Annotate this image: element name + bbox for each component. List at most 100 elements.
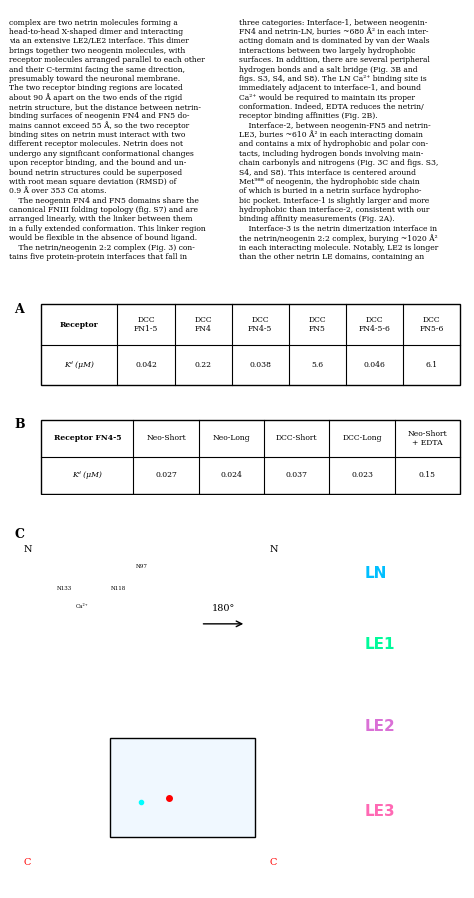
Text: head-to-head X-shaped dimer and interacting: head-to-head X-shaped dimer and interact…	[9, 28, 183, 36]
Text: N133: N133	[56, 585, 72, 591]
Text: chain carbonyls and nitrogens (Fig. 3C and figs. S3,: chain carbonyls and nitrogens (Fig. 3C a…	[239, 159, 438, 167]
Text: Calcium binding site: Calcium binding site	[137, 744, 227, 753]
Text: hydrogen bonds and a salt bridge (Fig. 3B and: hydrogen bonds and a salt bridge (Fig. 3…	[239, 66, 418, 74]
Text: Interface-2, between neogenin-FN5 and netrin-: Interface-2, between neogenin-FN5 and ne…	[239, 122, 431, 129]
Text: would be flexible in the absence of bound ligand.: would be flexible in the absence of boun…	[9, 234, 198, 242]
Text: 0.22: 0.22	[195, 361, 211, 369]
Text: undergo any significant conformational changes: undergo any significant conformational c…	[9, 150, 194, 158]
Text: about 90 Å apart on the two ends of the rigid: about 90 Å apart on the two ends of the …	[9, 93, 183, 102]
Text: in each interacting molecule. Notably, LE2 is longer: in each interacting molecule. Notably, L…	[239, 243, 438, 251]
Text: surfaces. In addition, there are several peripheral: surfaces. In addition, there are several…	[239, 57, 430, 64]
Text: S4, and S8). This interface is centered around: S4, and S8). This interface is centered …	[239, 169, 416, 177]
Text: of which is buried in a netrin surface hydropho-: of which is buried in a netrin surface h…	[239, 188, 422, 196]
Text: upon receptor binding, and the bound and un-: upon receptor binding, and the bound and…	[9, 159, 187, 167]
Text: N: N	[23, 544, 32, 554]
Text: 0.027: 0.027	[155, 471, 177, 480]
Text: tacts, including hydrogen bonds involving main-: tacts, including hydrogen bonds involvin…	[239, 150, 424, 158]
Text: figs. S3, S4, and S8). The LN Ca²⁺ binding site is: figs. S3, S4, and S8). The LN Ca²⁺ bindi…	[239, 75, 427, 83]
Text: binding surfaces of neogenin FN4 and FN5 do-: binding surfaces of neogenin FN4 and FN5…	[9, 112, 190, 120]
Text: N: N	[269, 544, 278, 554]
Text: LE1: LE1	[365, 637, 395, 652]
Text: Ca²⁺ would be required to maintain its proper: Ca²⁺ would be required to maintain its p…	[239, 93, 415, 101]
Text: brings together two neogenin molecules, with: brings together two neogenin molecules, …	[9, 47, 186, 55]
Text: receptor molecules arranged parallel to each other: receptor molecules arranged parallel to …	[9, 57, 205, 64]
Text: via an extensive LE2/LE2 interface. This dimer: via an extensive LE2/LE2 interface. This…	[9, 38, 189, 46]
Text: W2: W2	[155, 785, 165, 790]
Text: C: C	[270, 858, 277, 867]
Text: netrin structure, but the distance between netrin-: netrin structure, but the distance betwe…	[9, 103, 201, 111]
Text: DCC
FN4: DCC FN4	[194, 316, 212, 333]
Text: DCC
FN1-5: DCC FN1-5	[134, 316, 158, 333]
Text: and contains a mix of hydrophobic and polar con-: and contains a mix of hydrophobic and po…	[239, 140, 428, 148]
Text: conformation. Indeed, EDTA reduces the netrin/: conformation. Indeed, EDTA reduces the n…	[239, 103, 424, 111]
Text: Neo-Short: Neo-Short	[146, 435, 186, 443]
Text: DCC
FN5-6: DCC FN5-6	[419, 316, 444, 333]
Text: presumably toward the neuronal membrane.: presumably toward the neuronal membrane.	[9, 75, 181, 83]
Text: DCC-Short: DCC-Short	[276, 435, 318, 443]
Text: DCC
FN4-5: DCC FN4-5	[248, 316, 273, 333]
Text: Kᵈ (μM): Kᵈ (μM)	[64, 361, 94, 369]
Text: in a fully extended conformation. This linker region: in a fully extended conformation. This l…	[9, 224, 206, 233]
Text: 180°: 180°	[212, 604, 235, 613]
Text: S279: S279	[119, 774, 136, 779]
Text: 0.037: 0.037	[286, 471, 308, 480]
Text: The netrin/neogenin 2:2 complex (Fig. 3) con-: The netrin/neogenin 2:2 complex (Fig. 3)…	[9, 243, 195, 251]
Text: C: C	[24, 858, 31, 867]
Text: W1: W1	[127, 814, 137, 818]
Text: DCC
FN5: DCC FN5	[309, 316, 326, 333]
Text: LN: LN	[365, 566, 387, 581]
Text: T120: T120	[174, 750, 191, 754]
Text: tains five protein-protein interfaces that fall in: tains five protein-protein interfaces th…	[9, 253, 188, 261]
Text: bic pocket. Interface-1 is slightly larger and more: bic pocket. Interface-1 is slightly larg…	[239, 197, 429, 205]
Text: DCC
FN4-5-6: DCC FN4-5-6	[358, 316, 390, 333]
Text: and their C-termini facing the same direction,: and their C-termini facing the same dire…	[9, 66, 185, 74]
Text: 5.6: 5.6	[311, 361, 323, 369]
Text: A: A	[14, 303, 24, 316]
Text: 0.024: 0.024	[220, 471, 242, 480]
Text: C: C	[14, 528, 24, 541]
Text: LE3, buries ~610 Å² in each interacting domain: LE3, buries ~610 Å² in each interacting …	[239, 131, 423, 139]
Text: 0.9 Å over 353 Cα atoms.: 0.9 Å over 353 Cα atoms.	[9, 188, 107, 196]
Text: different receptor molecules. Netrin does not: different receptor molecules. Netrin doe…	[9, 140, 183, 148]
Text: FN4 and netrin-LN, buries ~680 Å² in each inter-: FN4 and netrin-LN, buries ~680 Å² in eac…	[239, 28, 429, 36]
Text: acting domain and is dominated by van der Waals: acting domain and is dominated by van de…	[239, 38, 430, 46]
Text: Receptor FN4-5: Receptor FN4-5	[54, 435, 121, 443]
Text: arranged linearly, with the linker between them: arranged linearly, with the linker betwe…	[9, 216, 193, 224]
Text: Neo-Long: Neo-Long	[212, 435, 250, 443]
Text: Receptor: Receptor	[60, 321, 99, 329]
Text: 0.038: 0.038	[249, 361, 271, 369]
Text: D112: D112	[197, 821, 214, 825]
Text: N118: N118	[111, 585, 126, 591]
Text: immediately adjacent to interface-1, and bound: immediately adjacent to interface-1, and…	[239, 84, 421, 92]
Text: bound netrin structures could be superposed: bound netrin structures could be superpo…	[9, 169, 182, 177]
Text: interactions between two largely hydrophobic: interactions between two largely hydroph…	[239, 47, 416, 55]
Text: 0.15: 0.15	[419, 471, 436, 480]
Text: B: B	[14, 418, 25, 431]
Text: F109: F109	[197, 792, 213, 797]
Text: binding sites on netrin must interact with two: binding sites on netrin must interact wi…	[9, 131, 186, 139]
Text: hydrophobic than interface-2, consistent with our: hydrophobic than interface-2, consistent…	[239, 206, 429, 214]
Text: LE3: LE3	[365, 804, 395, 819]
Text: DCC-Long: DCC-Long	[342, 435, 382, 443]
Text: The neogenin FN4 and FN5 domains share the: The neogenin FN4 and FN5 domains share t…	[9, 197, 200, 205]
Text: LE2: LE2	[365, 718, 395, 734]
Text: binding affinity measurements (Fig. 2A).: binding affinity measurements (Fig. 2A).	[239, 216, 395, 224]
Text: Kᵈ (μM): Kᵈ (μM)	[73, 471, 102, 480]
Text: complex are two netrin molecules forming a: complex are two netrin molecules forming…	[9, 19, 178, 27]
Text: 6.1: 6.1	[425, 361, 438, 369]
Text: Interface-3 is the netrin dimerization interface in: Interface-3 is the netrin dimerization i…	[239, 224, 438, 233]
Text: than the other netrin LE domains, containing an: than the other netrin LE domains, contai…	[239, 253, 425, 261]
Text: 0.042: 0.042	[135, 361, 157, 369]
Text: The two receptor binding regions are located: The two receptor binding regions are loc…	[9, 84, 183, 92]
Text: mains cannot exceed 55 Å, so the two receptor: mains cannot exceed 55 Å, so the two rec…	[9, 121, 190, 130]
Text: receptor binding affinities (Fig. 2B).: receptor binding affinities (Fig. 2B).	[239, 112, 378, 120]
Text: N97: N97	[136, 565, 147, 569]
Text: Met⁹⁸⁸ of neogenin, the hydrophobic side chain: Met⁹⁸⁸ of neogenin, the hydrophobic side…	[239, 178, 420, 186]
Text: 0.046: 0.046	[364, 361, 385, 369]
Bar	[109, 738, 255, 837]
Text: canonical FNIII folding topology (fig. S7) and are: canonical FNIII folding topology (fig. S…	[9, 206, 199, 214]
Text: the netrin/neogenin 2:2 complex, burying ~1020 Å²: the netrin/neogenin 2:2 complex, burying…	[239, 233, 438, 242]
Text: 0.023: 0.023	[351, 471, 373, 480]
Text: with root mean square deviation (RMSD) of: with root mean square deviation (RMSD) o…	[9, 178, 177, 186]
Text: Ca²⁺: Ca²⁺	[76, 603, 89, 609]
